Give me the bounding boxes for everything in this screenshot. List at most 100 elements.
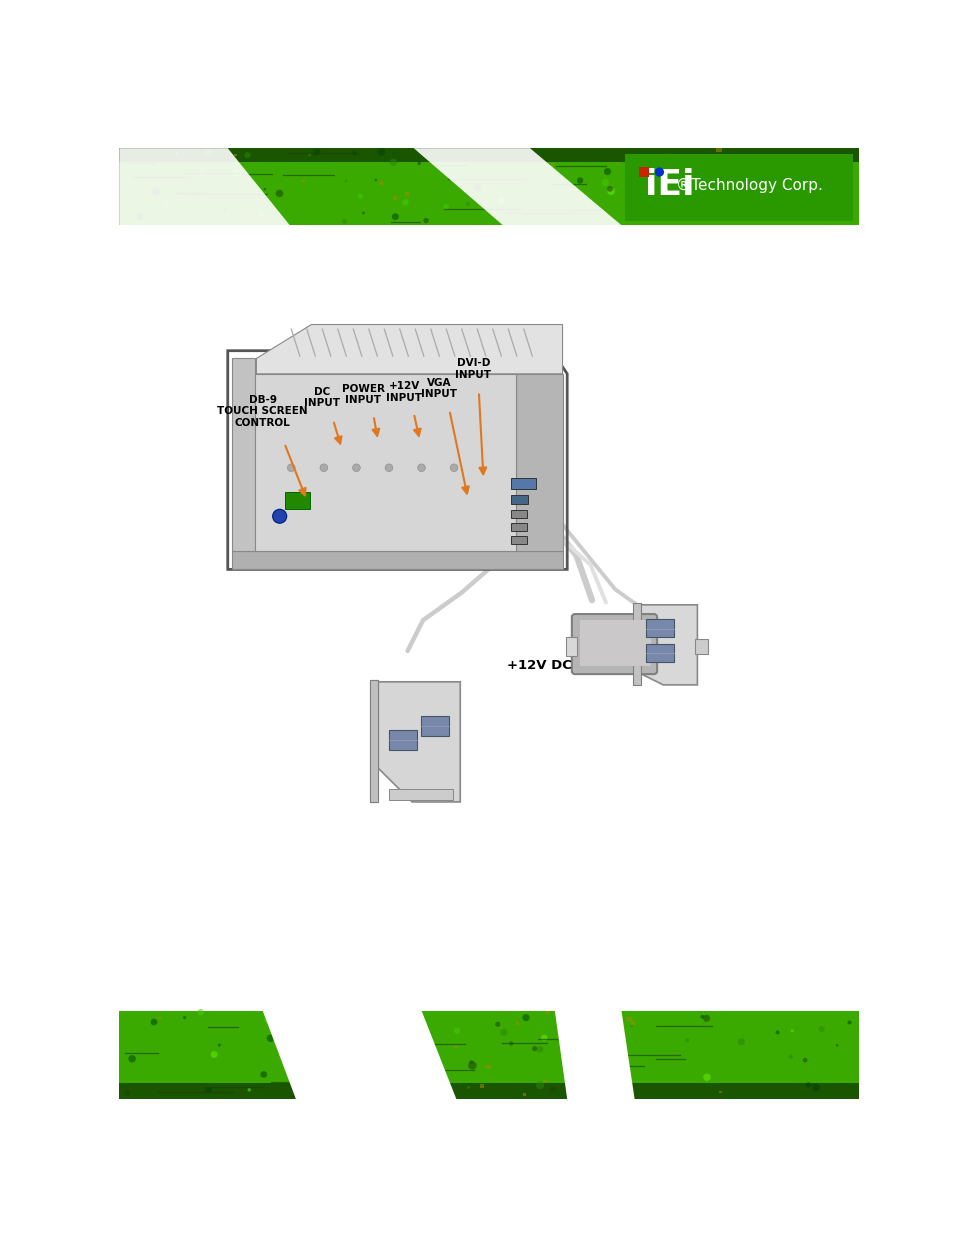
Circle shape bbox=[693, 211, 698, 216]
Circle shape bbox=[417, 162, 420, 165]
Circle shape bbox=[788, 205, 791, 207]
Circle shape bbox=[323, 1070, 328, 1074]
Polygon shape bbox=[414, 148, 620, 225]
Circle shape bbox=[702, 1073, 710, 1081]
Circle shape bbox=[532, 1046, 537, 1051]
Bar bbox=[119, 148, 858, 162]
Circle shape bbox=[353, 464, 360, 472]
Bar bbox=[639, 168, 648, 177]
Bar bbox=[389, 789, 452, 800]
Circle shape bbox=[267, 1035, 274, 1042]
Circle shape bbox=[778, 188, 781, 191]
Polygon shape bbox=[119, 148, 290, 225]
Bar bbox=[479, 1083, 483, 1088]
Text: DB-9
TOUCH SCREEN
CONTROL: DB-9 TOUCH SCREEN CONTROL bbox=[217, 394, 308, 427]
Circle shape bbox=[205, 148, 213, 157]
Circle shape bbox=[238, 185, 242, 188]
Bar bbox=[511, 536, 526, 543]
Bar bbox=[300, 180, 305, 182]
Bar bbox=[716, 148, 720, 152]
Circle shape bbox=[211, 1051, 217, 1058]
Circle shape bbox=[129, 1055, 135, 1062]
Bar bbox=[511, 478, 536, 489]
Text: POWER
INPUT: POWER INPUT bbox=[341, 384, 384, 405]
Circle shape bbox=[811, 1083, 819, 1092]
Bar bbox=[645, 620, 674, 637]
Circle shape bbox=[549, 1087, 556, 1093]
Circle shape bbox=[465, 201, 470, 206]
Circle shape bbox=[361, 211, 365, 215]
Text: +12V DC: +12V DC bbox=[506, 659, 571, 673]
Text: +12V
INPUT: +12V INPUT bbox=[386, 382, 422, 403]
Bar bbox=[693, 188, 697, 190]
Bar bbox=[550, 163, 553, 167]
Circle shape bbox=[232, 169, 239, 177]
Circle shape bbox=[473, 164, 476, 167]
Circle shape bbox=[522, 1014, 529, 1021]
Circle shape bbox=[497, 196, 504, 204]
Circle shape bbox=[217, 1044, 220, 1046]
Circle shape bbox=[426, 1055, 430, 1058]
Bar bbox=[297, 1023, 302, 1026]
Circle shape bbox=[388, 1065, 393, 1068]
Circle shape bbox=[700, 1015, 703, 1019]
Circle shape bbox=[197, 1009, 204, 1015]
Circle shape bbox=[630, 1025, 633, 1028]
Bar bbox=[695, 638, 707, 655]
Circle shape bbox=[603, 168, 611, 175]
Bar bbox=[519, 210, 525, 212]
Circle shape bbox=[468, 1061, 476, 1070]
Circle shape bbox=[618, 1068, 626, 1077]
Bar bbox=[545, 1011, 550, 1014]
Bar bbox=[232, 551, 562, 569]
Circle shape bbox=[279, 1045, 283, 1050]
Circle shape bbox=[835, 1044, 838, 1047]
Circle shape bbox=[592, 1086, 600, 1094]
Circle shape bbox=[244, 152, 250, 158]
Text: DVI-D
INPUT: DVI-D INPUT bbox=[455, 358, 491, 380]
Circle shape bbox=[495, 1021, 499, 1026]
Circle shape bbox=[673, 168, 678, 173]
Circle shape bbox=[287, 464, 294, 472]
Circle shape bbox=[594, 1067, 601, 1074]
Circle shape bbox=[423, 217, 428, 224]
Bar bbox=[568, 1030, 570, 1032]
Circle shape bbox=[375, 179, 376, 182]
Bar bbox=[511, 495, 528, 504]
Circle shape bbox=[775, 1030, 779, 1035]
Bar bbox=[579, 620, 650, 667]
Circle shape bbox=[794, 173, 801, 180]
Circle shape bbox=[537, 1046, 543, 1052]
Circle shape bbox=[473, 183, 481, 191]
Circle shape bbox=[124, 1091, 130, 1097]
Circle shape bbox=[788, 1055, 792, 1058]
Bar bbox=[645, 645, 674, 662]
Circle shape bbox=[456, 180, 458, 183]
FancyBboxPatch shape bbox=[571, 614, 657, 674]
Circle shape bbox=[401, 1041, 405, 1045]
Bar bbox=[370, 680, 377, 802]
Circle shape bbox=[385, 464, 393, 472]
Circle shape bbox=[558, 1016, 561, 1020]
Circle shape bbox=[627, 189, 632, 193]
Polygon shape bbox=[638, 605, 697, 685]
Bar bbox=[393, 195, 396, 200]
Circle shape bbox=[224, 207, 226, 210]
Circle shape bbox=[357, 194, 363, 199]
Circle shape bbox=[499, 1029, 507, 1036]
Circle shape bbox=[577, 178, 582, 184]
Circle shape bbox=[260, 1071, 267, 1078]
Bar bbox=[543, 1079, 546, 1082]
Circle shape bbox=[580, 195, 583, 199]
Bar bbox=[232, 358, 254, 551]
Circle shape bbox=[392, 214, 398, 220]
Bar bbox=[119, 1010, 858, 1099]
Circle shape bbox=[136, 214, 143, 220]
Bar bbox=[511, 524, 526, 531]
Bar bbox=[233, 154, 236, 157]
Bar bbox=[175, 152, 178, 156]
Circle shape bbox=[772, 210, 778, 216]
Circle shape bbox=[846, 1020, 851, 1025]
Bar bbox=[253, 215, 258, 219]
Circle shape bbox=[312, 152, 315, 157]
